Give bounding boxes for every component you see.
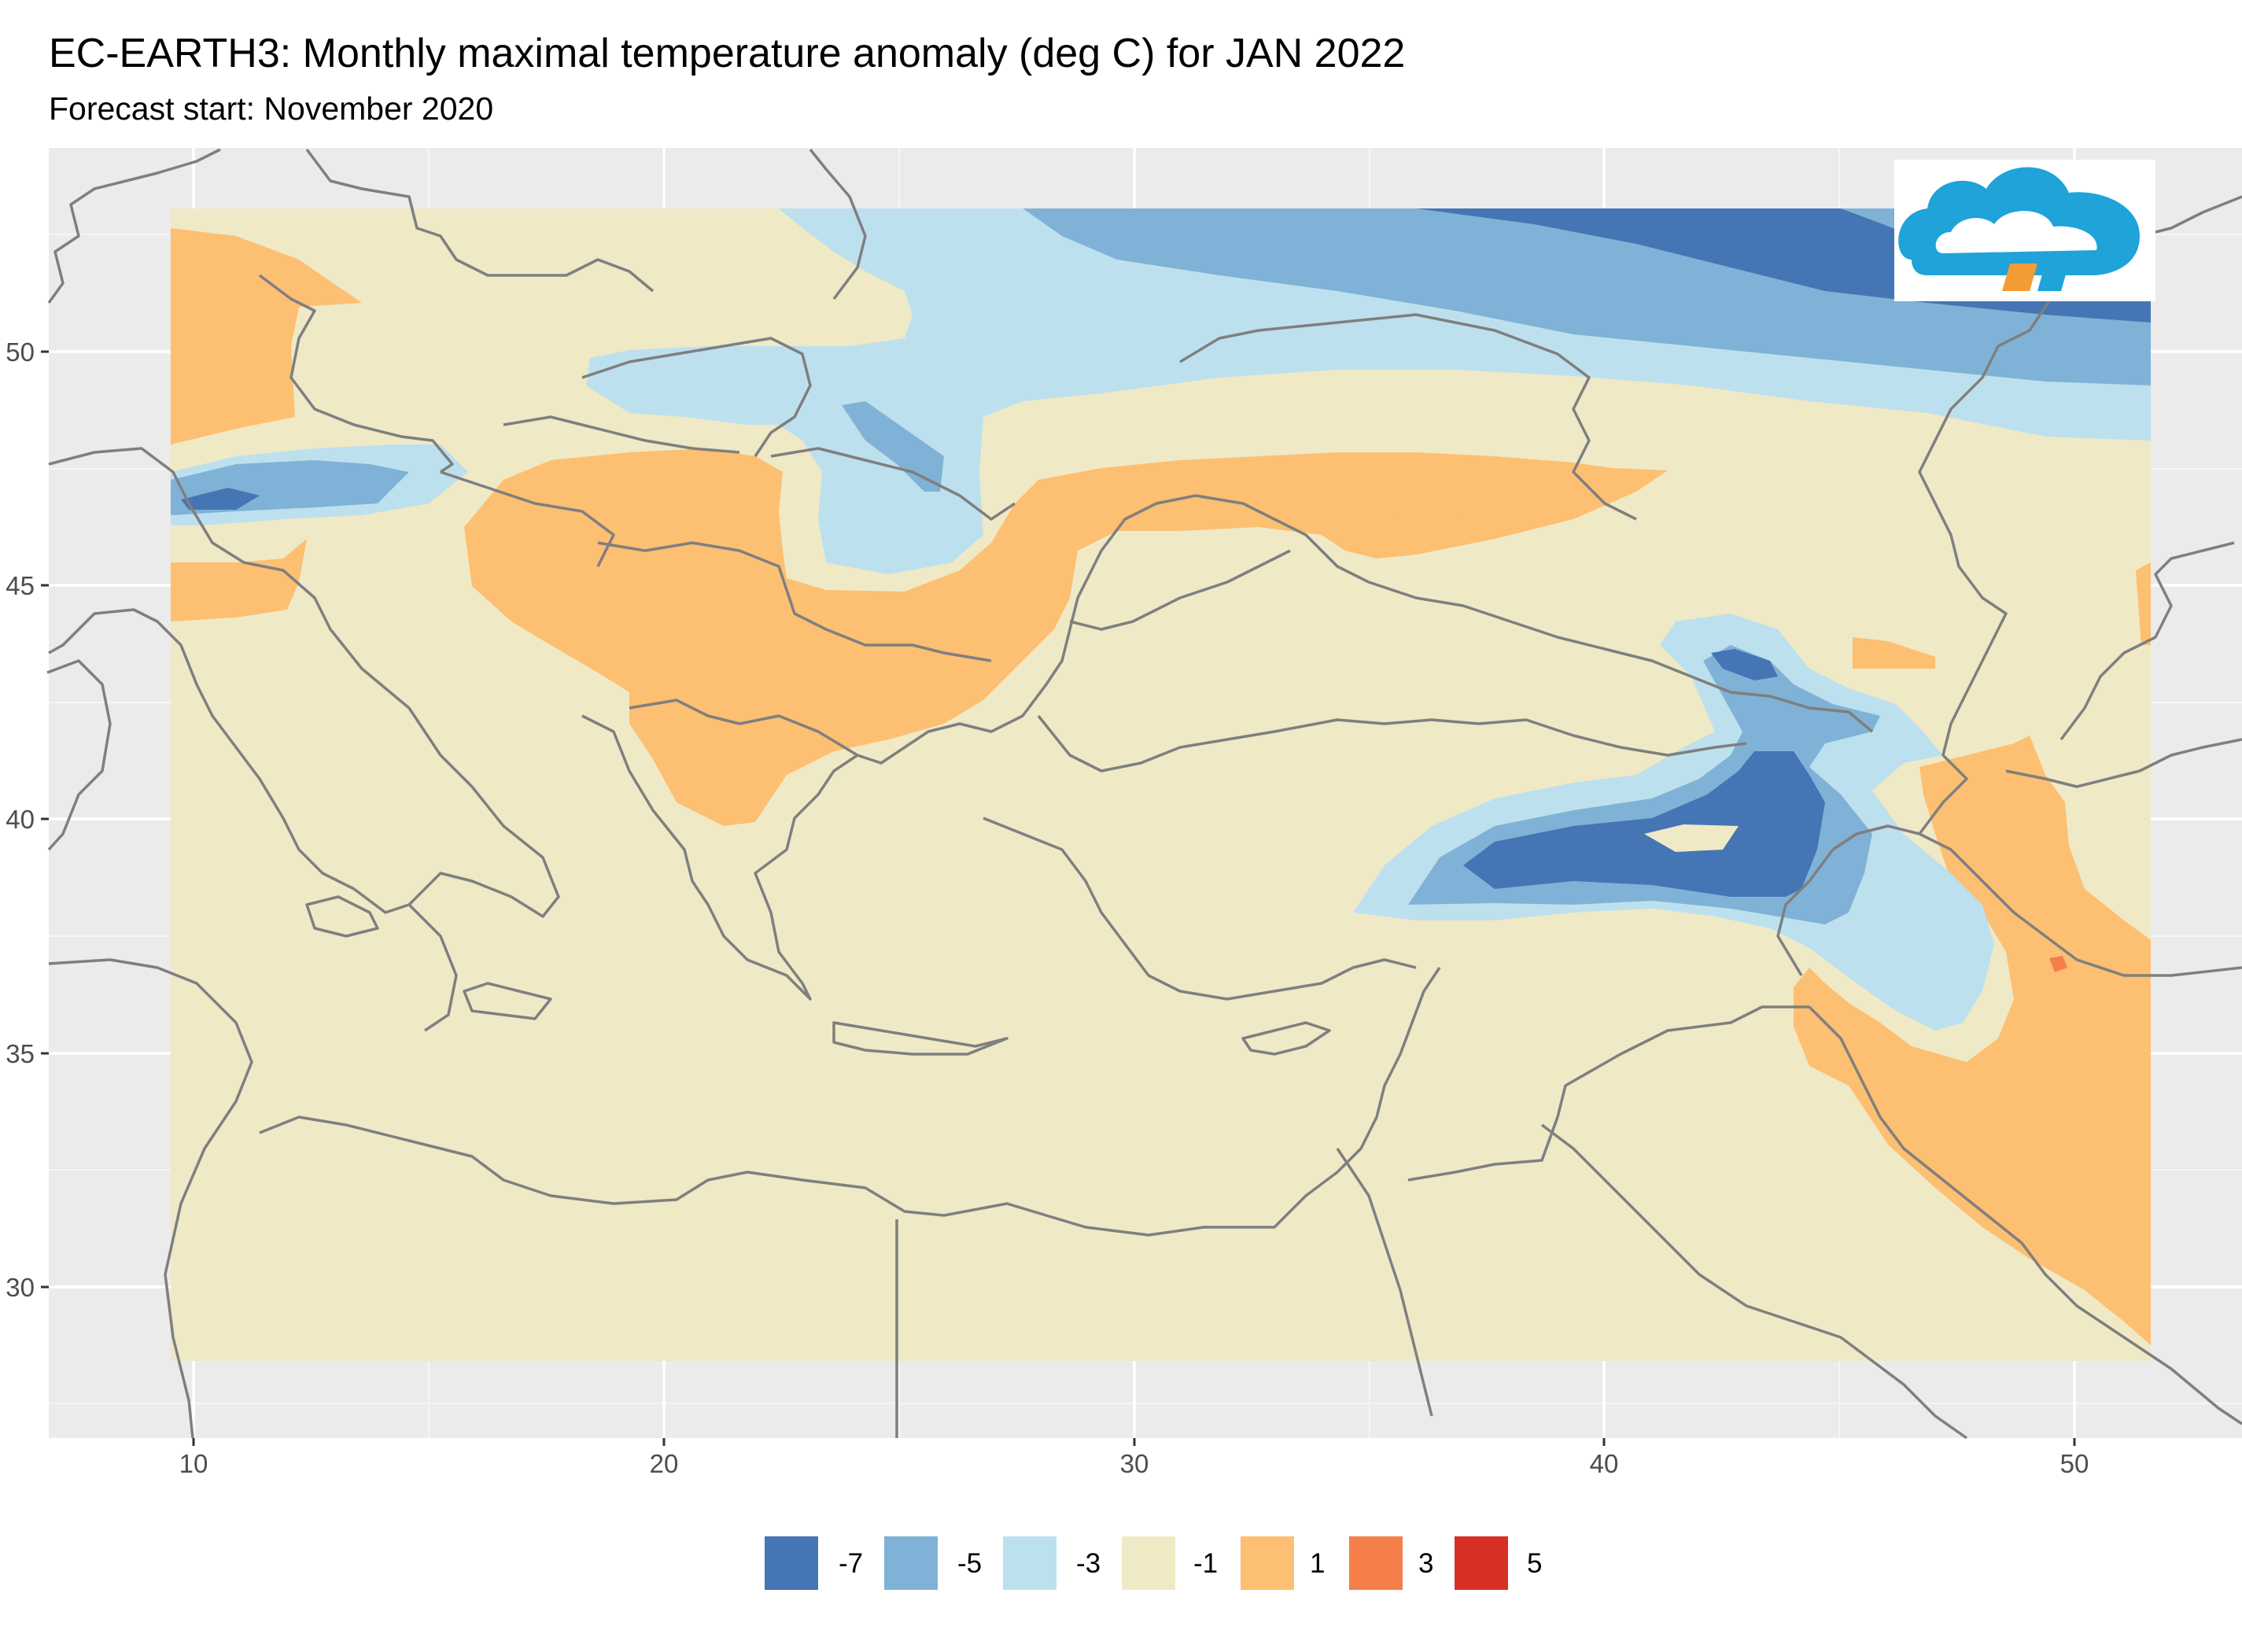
legend-swatch (1122, 1536, 1175, 1590)
x-tick-label: 10 (179, 1449, 208, 1478)
neutral-hole-anatolia (1644, 824, 1739, 852)
legend-swatch (765, 1536, 818, 1590)
cold-patch-anatolia-dark (1463, 751, 1825, 897)
y-tick-label: 45 (6, 571, 35, 600)
legend: -7 -5 -3 -1 1 3 5 (765, 1536, 1542, 1590)
cold-patch-alps-dark (181, 488, 260, 510)
x-tick-label: 50 (2060, 1449, 2089, 1478)
legend-label: -5 (957, 1548, 982, 1579)
warm-band-iran-iraq (1794, 736, 2151, 1345)
warm-patch-caucasus-north (1853, 637, 1935, 669)
legend-swatch (1003, 1536, 1056, 1590)
chart-title: EC-EARTH3: Monthly maximal temperature a… (49, 31, 1406, 76)
y-axis: 30 35 40 45 50 (6, 337, 49, 1302)
legend-swatch (1349, 1536, 1403, 1590)
warm-patch-northwest (171, 228, 362, 444)
coastlines-borders (46, 148, 2242, 1440)
cold-patch-carpathian (842, 401, 944, 492)
legend-label: 5 (1527, 1548, 1542, 1579)
x-tick-label: 20 (650, 1449, 679, 1478)
warm-patch-caspian-east (2136, 562, 2151, 645)
legend-label: 1 (1310, 1548, 1325, 1579)
legend-label: 3 (1418, 1548, 1433, 1579)
legend-swatch (884, 1536, 938, 1590)
warmer-patch-iran (2049, 956, 2067, 972)
cold-patch-caucasus-dark (1711, 649, 1778, 680)
x-tick-label: 30 (1120, 1449, 1149, 1478)
y-tick-label: 50 (6, 337, 35, 367)
legend-label: -7 (839, 1548, 863, 1579)
y-tick-label: 30 (6, 1273, 35, 1302)
warm-patch-azov (1353, 488, 1534, 523)
chart-subtitle: Forecast start: November 2020 (49, 90, 494, 127)
warm-band-balkans-blacksea (464, 448, 1668, 826)
legend-label: -3 (1076, 1548, 1101, 1579)
legend-swatch (1241, 1536, 1294, 1590)
y-tick-label: 40 (6, 805, 35, 834)
cloud-logo-icon (1894, 160, 2155, 301)
legend-label: -1 (1193, 1548, 1218, 1579)
x-tick-label: 40 (1590, 1449, 1619, 1478)
legend-swatch (1455, 1536, 1508, 1590)
y-tick-label: 35 (6, 1039, 35, 1068)
warm-patch-west (171, 539, 307, 621)
x-axis: 10 20 30 40 50 (179, 1438, 2089, 1478)
